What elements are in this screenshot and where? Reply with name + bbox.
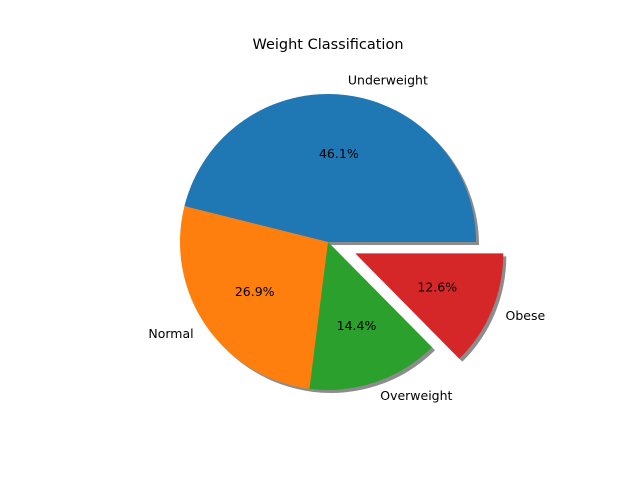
slice-overweight xyxy=(309,242,432,390)
slice-label-obese: Obese xyxy=(506,308,546,323)
slice-value-obese: 12.6% xyxy=(417,280,457,295)
slice-value-normal: 26.9% xyxy=(235,284,275,299)
slice-label-overweight: Overweight xyxy=(380,388,452,403)
chart-title: Weight Classification xyxy=(252,37,403,53)
slice-normal xyxy=(180,206,328,389)
slice-underweight xyxy=(184,94,476,242)
pie-label-layer: Underweight 46.1% Normal 26.9% Overweight 14.… xyxy=(148,72,545,403)
slice-value-underweight: 46.1% xyxy=(319,146,359,161)
pie-slice-layer xyxy=(180,94,504,390)
slice-obese xyxy=(355,253,504,359)
slice-label-normal: Normal xyxy=(148,326,193,341)
slice-label-underweight: Underweight xyxy=(348,72,428,87)
slice-value-overweight: 14.4% xyxy=(337,318,377,333)
